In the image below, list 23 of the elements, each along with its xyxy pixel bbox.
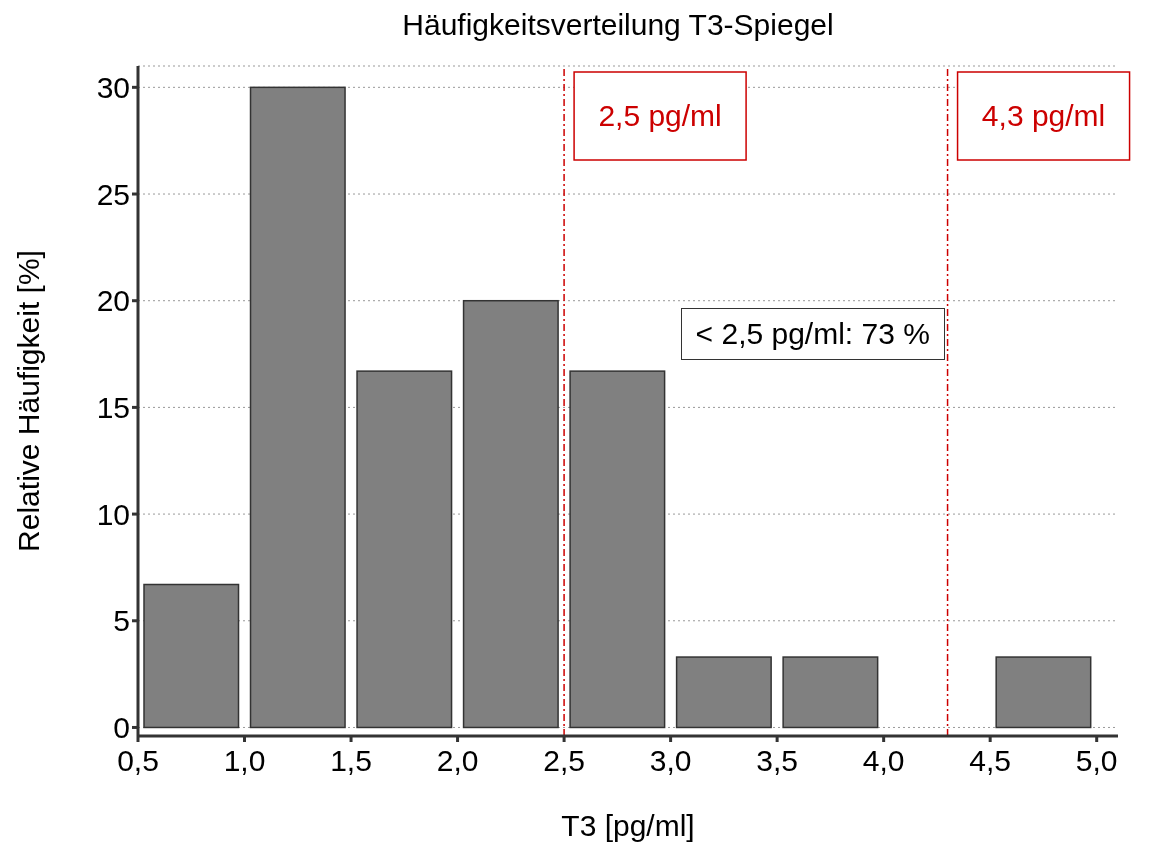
y-tick-label: 0: [113, 711, 130, 745]
y-tick-label: 20: [96, 284, 130, 318]
y-tick-label: 5: [113, 604, 130, 638]
ref-line-label: 2,5 pg/ml: [598, 99, 722, 132]
x-tick-label: 1,5: [330, 744, 372, 778]
x-tick-label: 4,0: [862, 744, 905, 778]
y-axis-title: Relative Häufigkeit [%]: [11, 250, 45, 552]
x-tick-label: 2,5: [543, 744, 585, 778]
y-tick-label: 15: [96, 391, 130, 425]
y-tick-label: 10: [96, 497, 130, 531]
chart-title: Häufigkeitsverteilung T3-Spiegel: [401, 8, 835, 42]
x-tick-label: 3,0: [649, 744, 692, 778]
x-tick-label: 1,0: [223, 744, 266, 778]
x-tick-label: 2,0: [436, 744, 479, 778]
annotation: < 2,5 pg/ml: 73 %: [680, 308, 945, 360]
ref-line-label: 4,3 pg/ml: [981, 99, 1106, 132]
x-tick-label: 3,5: [756, 744, 798, 778]
y-tick-label: 25: [96, 177, 130, 211]
x-tick-label: 0,5: [117, 744, 159, 778]
x-tick-label: 4,5: [969, 744, 1012, 778]
x-axis-title: T3 [pg/ml]: [561, 809, 695, 842]
x-tick-label: 5,0: [1075, 744, 1118, 778]
y-tick-label: 30: [96, 70, 130, 104]
